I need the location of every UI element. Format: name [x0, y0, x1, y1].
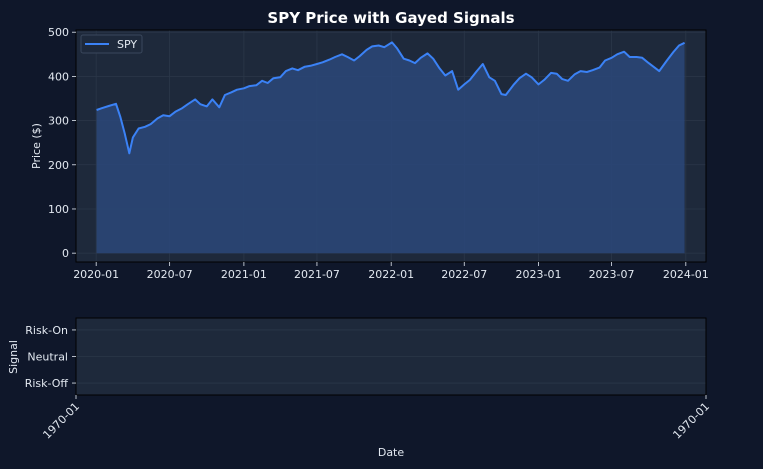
price-y-tick-label: 200 — [48, 159, 69, 172]
price-x-tick-label: 2020-01 — [73, 268, 119, 281]
chart-title: SPY Price with Gayed Signals — [267, 9, 514, 27]
spy-area-fill — [96, 42, 685, 254]
price-x-tick-label: 2022-01 — [368, 268, 414, 281]
price-x-tick-label: 2024-01 — [663, 268, 709, 281]
price-x-axis: 2020-01 2020-07 2021-01 2021-07 2022-01 2022-… — [73, 262, 709, 281]
signal-x-axis-label: Date — [378, 446, 405, 459]
price-x-tick-label: 2022-07 — [441, 268, 487, 281]
legend-label-spy: SPY — [117, 38, 137, 51]
price-x-tick-label: 2021-01 — [221, 268, 267, 281]
price-x-tick-label: 2021-07 — [294, 268, 340, 281]
price-y-tick-label: 0 — [62, 247, 69, 260]
signal-gridlines — [76, 329, 706, 384]
price-x-tick-label: 2023-07 — [589, 268, 635, 281]
price-y-axis: 0 100 200 300 400 500 — [48, 26, 76, 260]
signal-y-tick-label: Neutral — [27, 351, 68, 364]
price-y-axis-label: Price ($) — [30, 123, 43, 169]
legend-box — [80, 34, 143, 54]
price-y-tick-label: 100 — [48, 203, 69, 216]
price-y-tick-label: 400 — [48, 70, 69, 83]
price-x-tick-label: 2023-01 — [516, 268, 562, 281]
spy-price-line — [96, 41, 686, 155]
signal-x-tick-label: 1970-01 — [40, 400, 82, 442]
price-y-tick-label: 500 — [48, 26, 69, 39]
legend: SPY — [80, 34, 143, 54]
price-area-layer — [96, 41, 686, 254]
signal-y-axis: Risk-On Neutral Risk-Off — [25, 324, 76, 390]
price-y-tick-label: 300 — [48, 115, 69, 128]
signal-y-axis-label: Signal — [7, 340, 20, 374]
price-x-tick-label: 2020-07 — [147, 268, 193, 281]
signal-y-tick-label: Risk-Off — [25, 377, 69, 390]
signal-y-tick-label: Risk-On — [25, 324, 68, 337]
signal-x-tick-label: 1970-01 — [670, 400, 712, 442]
signal-x-axis: 1970-01 1970-01 — [40, 395, 712, 442]
